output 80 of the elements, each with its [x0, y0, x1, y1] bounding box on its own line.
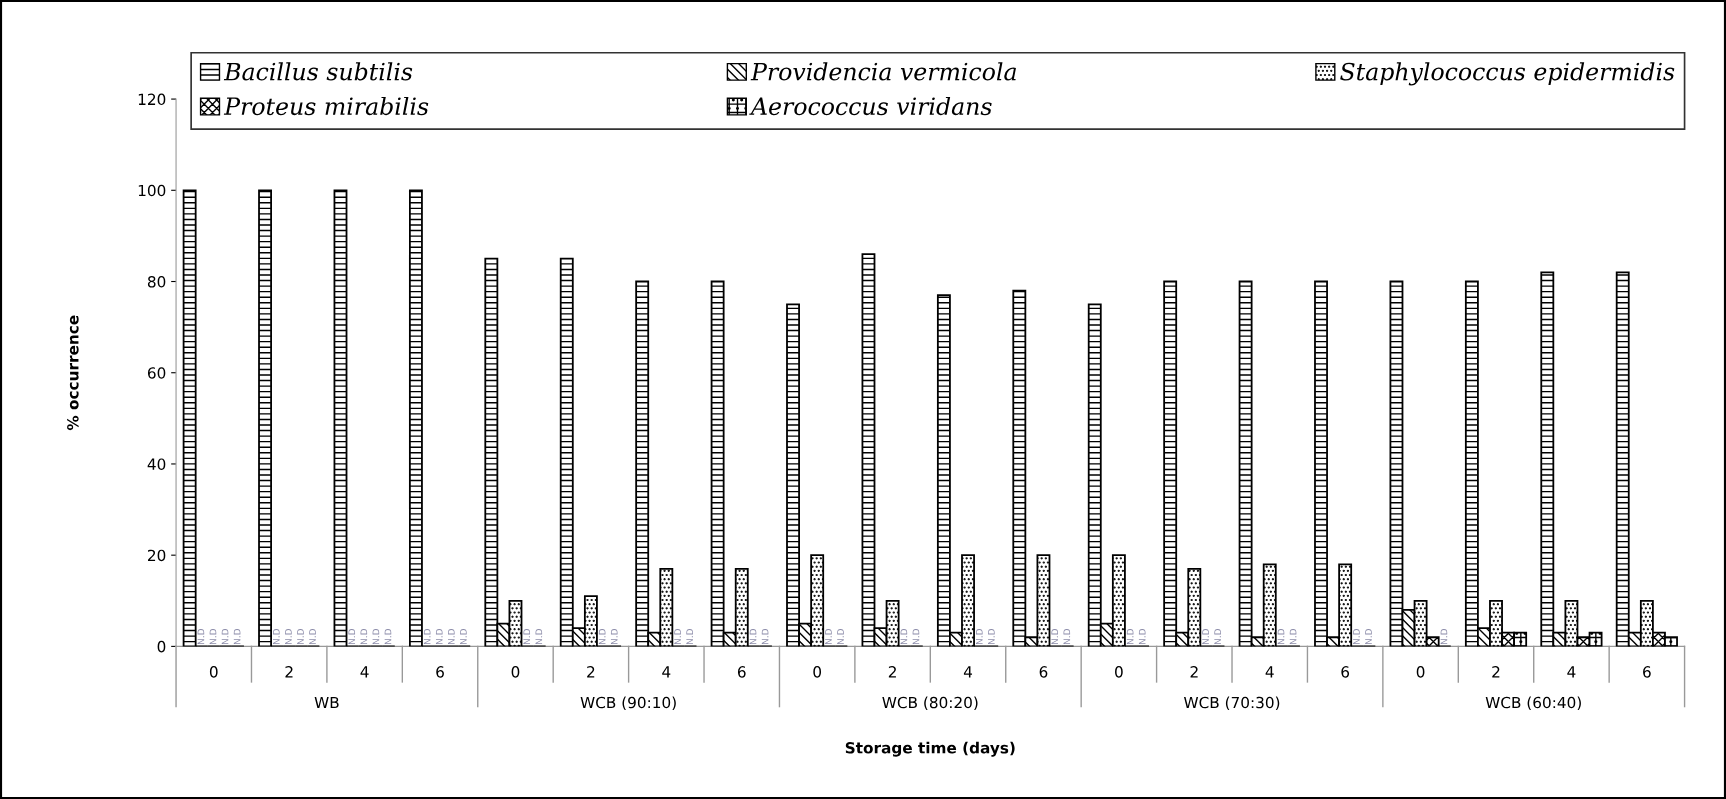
text: WCB (80:20) — [882, 696, 978, 711]
x-tick-label: 2 — [587, 666, 595, 678]
data-label: N.D — [976, 628, 983, 645]
x-tick-label: 4 — [1567, 666, 1576, 678]
x-tick-label: 6 — [1643, 666, 1651, 678]
legend-label: Aerococcus viridans — [749, 96, 992, 116]
data-label: N.D — [233, 628, 241, 645]
y-tick-label: 120 — [138, 93, 166, 106]
y-tick-label: 40 — [147, 458, 166, 470]
data-label: N.D — [1365, 628, 1372, 645]
legend-label: Proteus mirabilis — [223, 96, 429, 116]
data-label: N.D — [273, 628, 280, 645]
x-tick-label: 0 — [1115, 666, 1123, 678]
data-label: N.D — [384, 628, 392, 645]
data-label: N.D — [348, 628, 356, 645]
x-tick-label: 6 — [1341, 666, 1350, 678]
text: WCB (60:40) — [1485, 696, 1581, 711]
data-label: N.D — [825, 628, 832, 645]
x-tick-label: 6 — [737, 666, 746, 678]
data-label: N.D — [686, 628, 693, 645]
x-tick-label: 2 — [888, 666, 896, 678]
legend-label: Staphylococcus epidermidis — [1340, 62, 1675, 86]
x-tick-label: 6 — [436, 666, 444, 678]
x-tick-label: 4 — [360, 666, 369, 678]
x-tick-label: 4 — [662, 666, 671, 678]
data-label: N.D — [1289, 628, 1297, 645]
legend-label: Providencia vermicola — [750, 62, 1016, 81]
data-label: N.D — [610, 628, 618, 645]
data-label: N.D — [460, 628, 467, 645]
data-label: N.D — [1277, 628, 1285, 645]
x-tick-label: 2 — [1190, 666, 1198, 678]
data-label: N.D — [1353, 628, 1360, 645]
text: WCB (90:10) — [580, 696, 676, 711]
legend-label: Bacillus subtilis — [223, 62, 413, 81]
data-label: N.D — [360, 628, 368, 645]
y-tick-label: 80 — [147, 275, 166, 288]
data-label: N.D — [912, 628, 920, 645]
x-axis-title: Storage time (days) — [845, 741, 1015, 757]
data-label: N.D — [423, 628, 431, 645]
data-label: N.D — [197, 628, 205, 645]
data-label: N.D — [674, 628, 681, 645]
text: WCB (70:30) — [1184, 696, 1280, 711]
data-label: N.D — [297, 628, 304, 645]
data-label: N.D — [1138, 628, 1146, 645]
data-label: N.D — [900, 628, 908, 645]
x-tick-label: 0 — [511, 666, 520, 678]
x-tick-label: 0 — [209, 666, 218, 678]
x-tick-label: 4 — [963, 666, 973, 678]
y-tick-label: 60 — [147, 367, 166, 379]
data-label: N.D — [761, 628, 769, 645]
data-label: N.D — [1063, 628, 1071, 645]
data-label: N.D — [1214, 628, 1221, 645]
data-label: N.D — [221, 628, 229, 645]
data-label: N.D — [598, 628, 606, 645]
data-label: N.D — [435, 628, 443, 645]
data-label: N.D — [309, 628, 316, 645]
x-tick-label: 0 — [1416, 666, 1425, 678]
data-label: N.D — [749, 628, 757, 645]
y-tick-label: 20 — [148, 549, 166, 562]
data-label: N.D — [448, 628, 455, 645]
x-tick-label: 6 — [1039, 666, 1048, 678]
y-tick-label: 100 — [138, 184, 166, 197]
x-tick-label: 2 — [1492, 666, 1500, 678]
x-tick-label: 0 — [813, 666, 822, 678]
x-tick-label: 2 — [285, 666, 293, 678]
data-label: N.D — [1126, 628, 1134, 645]
y-axis-title: % occurrence — [67, 315, 79, 431]
data-label: N.D — [837, 628, 844, 645]
y-tick-label: 0 — [157, 640, 166, 653]
data-label: N.D — [285, 628, 292, 645]
data-label: N.D — [1051, 628, 1059, 645]
text: WB — [314, 696, 339, 709]
data-label: N.D — [209, 628, 217, 645]
data-label: N.D — [1440, 628, 1448, 645]
data-label: N.D — [535, 628, 543, 645]
data-label: N.D — [988, 628, 995, 645]
data-label: N.D — [372, 628, 380, 645]
data-label: N.D — [523, 628, 531, 645]
x-tick-label: 4 — [1265, 666, 1274, 678]
data-label: N.D — [1202, 628, 1209, 645]
